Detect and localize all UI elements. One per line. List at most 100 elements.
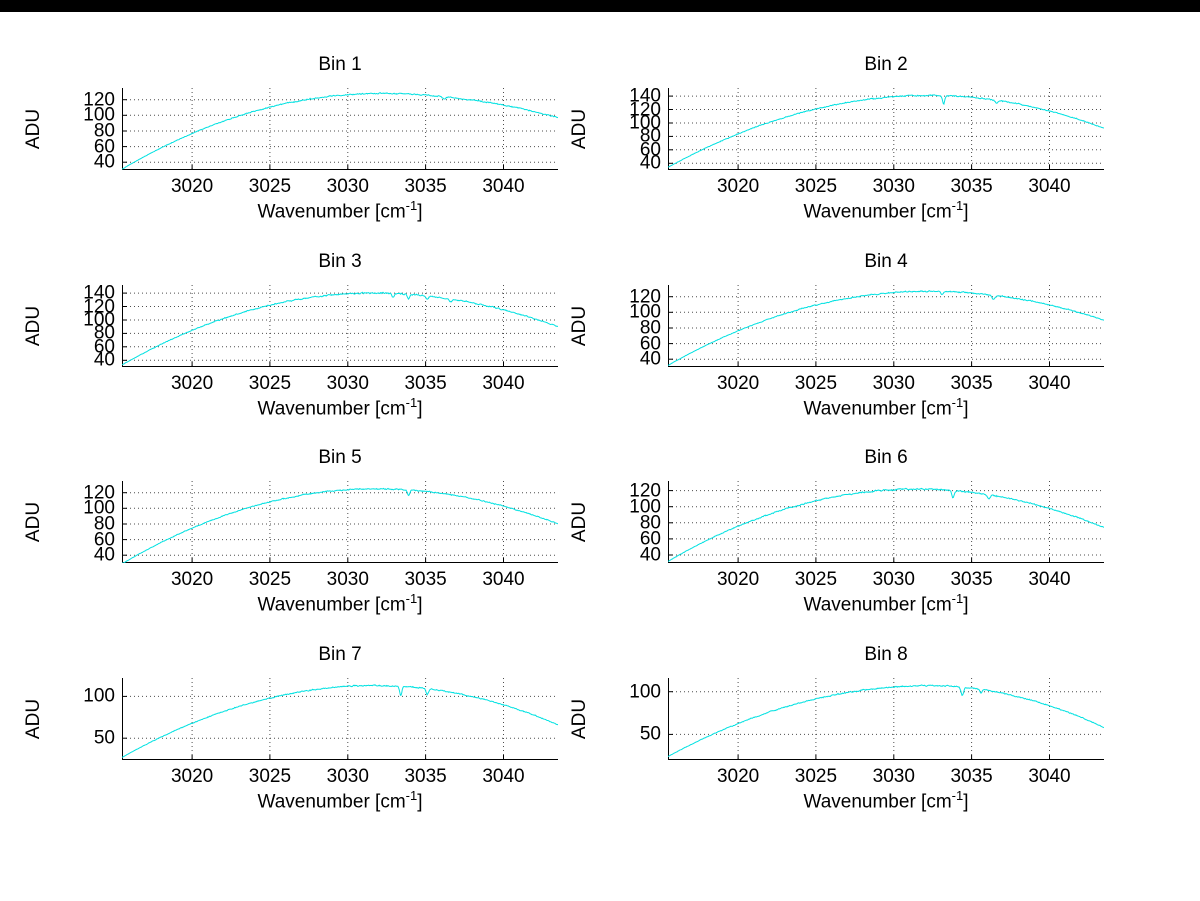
x-tick-label: 3040 <box>1028 373 1071 394</box>
y-tick-label: 60 <box>93 529 115 551</box>
y-tick-label: 100 <box>83 104 115 126</box>
y-tick-label: 140 <box>83 282 115 304</box>
x-axis-label: Wavenumber [cm-1] <box>122 788 558 813</box>
x-axis-label-sup: -1 <box>951 198 964 213</box>
x-axis-label-text: Wavenumber [cm <box>803 791 952 813</box>
x-axis-label-close: ] <box>963 398 969 420</box>
y-tick-label: 40 <box>639 348 661 370</box>
x-tick-label: 3040 <box>482 569 525 590</box>
x-axis-label-sup: -1 <box>951 788 964 803</box>
y-tick-label: 80 <box>639 317 661 339</box>
subplot-bin-6: Bin 6 ADU Wavenumber [cm-1] 40 60 80 100 120… <box>569 447 1104 615</box>
plot-title: Bin 1 <box>318 54 362 75</box>
x-axis-label-sup: -1 <box>951 395 964 410</box>
y-tick-label: 100 <box>629 496 661 518</box>
x-tick-label: 3020 <box>716 373 760 394</box>
x-axis-label: Wavenumber [cm-1] <box>668 788 1104 813</box>
x-axis-label-close: ] <box>417 594 423 616</box>
plot-title: Bin 2 <box>864 54 908 75</box>
plot-title: Bin 5 <box>318 447 362 468</box>
x-axis-label-sup: -1 <box>405 395 418 410</box>
plot-area <box>122 285 558 367</box>
x-tick-label: 3040 <box>482 766 525 787</box>
x-tick-label: 3035 <box>950 569 993 590</box>
y-tick-label: 80 <box>639 512 661 534</box>
x-tick-label: 3025 <box>248 766 292 787</box>
y-tick-label: 120 <box>83 482 115 504</box>
y-tick-label: 60 <box>639 333 661 355</box>
x-tick-label: 3040 <box>482 373 525 394</box>
x-tick-label: 3025 <box>794 373 838 394</box>
x-axis-label-close: ] <box>417 398 423 420</box>
x-tick-label: 3035 <box>404 176 447 197</box>
x-tick-label: 3030 <box>872 373 915 394</box>
x-axis-label: Wavenumber [cm-1] <box>122 591 558 616</box>
x-tick-label: 3020 <box>716 176 760 197</box>
y-tick-label: 50 <box>93 727 115 749</box>
x-axis-label-text: Wavenumber [cm <box>803 594 952 616</box>
y-tick-label: 120 <box>83 296 115 317</box>
x-tick-label: 3030 <box>326 766 369 787</box>
x-tick-label: 3040 <box>482 176 525 197</box>
x-tick-label: 3030 <box>872 569 915 590</box>
y-tick-label: 40 <box>93 349 115 371</box>
x-axis-label-text: Wavenumber [cm <box>803 398 952 420</box>
x-tick-label: 3035 <box>950 766 993 787</box>
x-axis-label-close: ] <box>963 791 969 813</box>
y-tick-label: 120 <box>629 480 661 502</box>
x-axis-label: Wavenumber [cm-1] <box>122 395 558 420</box>
plot-area <box>122 88 558 170</box>
plot-title: Bin 7 <box>318 644 362 665</box>
spectrum-trace <box>122 684 558 758</box>
x-axis-label-sup: -1 <box>951 591 964 606</box>
y-tick-label: 140 <box>629 85 661 107</box>
plot-area <box>122 678 558 760</box>
x-tick-label: 3020 <box>170 373 214 394</box>
x-axis-label-close: ] <box>417 791 423 813</box>
plot-title: Bin 3 <box>318 251 362 272</box>
subplot-bin-4: Bin 4 ADU Wavenumber [cm-1] 40 60 80 100 120… <box>569 251 1104 419</box>
y-tick-label: 120 <box>83 89 115 111</box>
y-tick-label: 100 <box>83 497 115 519</box>
x-tick-label: 3025 <box>248 569 292 590</box>
y-tick-label: 100 <box>629 301 661 323</box>
x-tick-label: 3020 <box>170 766 214 787</box>
y-tick-label: 50 <box>639 723 661 745</box>
x-tick-label: 3025 <box>794 176 838 197</box>
x-axis-label-text: Wavenumber [cm <box>257 201 406 223</box>
plot-title: Bin 6 <box>864 447 908 468</box>
x-axis-label-sup: -1 <box>405 198 418 213</box>
x-tick-label: 3020 <box>170 569 214 590</box>
y-tick-label: 40 <box>639 152 661 174</box>
y-tick-label: 100 <box>629 681 661 703</box>
x-tick-label: 3030 <box>326 373 369 394</box>
x-tick-label: 3025 <box>794 569 838 590</box>
spectrum-trace <box>668 684 1104 758</box>
plot-area <box>122 481 558 563</box>
x-tick-label: 3025 <box>248 176 292 197</box>
x-tick-label: 3035 <box>404 373 447 394</box>
plot-title: Bin 8 <box>864 644 908 665</box>
x-tick-label: 3035 <box>950 176 993 197</box>
x-tick-label: 3020 <box>170 176 214 197</box>
x-tick-label: 3030 <box>326 176 369 197</box>
y-tick-label: 80 <box>93 120 115 142</box>
x-tick-label: 3020 <box>716 766 760 787</box>
x-tick-label: 3030 <box>326 569 369 590</box>
x-axis-label: Wavenumber [cm-1] <box>122 198 558 223</box>
y-tick-label: 60 <box>93 336 115 358</box>
y-tick-label: 80 <box>639 125 661 147</box>
x-tick-label: 3030 <box>872 766 915 787</box>
y-tick-label: 60 <box>93 136 115 158</box>
y-tick-label: 100 <box>83 309 115 331</box>
y-tick-label: 80 <box>93 513 115 535</box>
spectrum-trace <box>668 94 1104 168</box>
y-tick-label: 80 <box>93 322 115 344</box>
x-axis-label-text: Wavenumber [cm <box>803 201 952 223</box>
subplot-bin-3: Bin 3 ADU Wavenumber [cm-1] 40 60 80 100 120… <box>23 251 558 419</box>
x-axis-label-text: Wavenumber [cm <box>257 791 406 813</box>
x-tick-label: 3035 <box>404 766 447 787</box>
x-axis-label-text: Wavenumber [cm <box>257 594 406 616</box>
x-axis-label-sup: -1 <box>405 591 418 606</box>
x-tick-label: 3040 <box>1028 766 1071 787</box>
